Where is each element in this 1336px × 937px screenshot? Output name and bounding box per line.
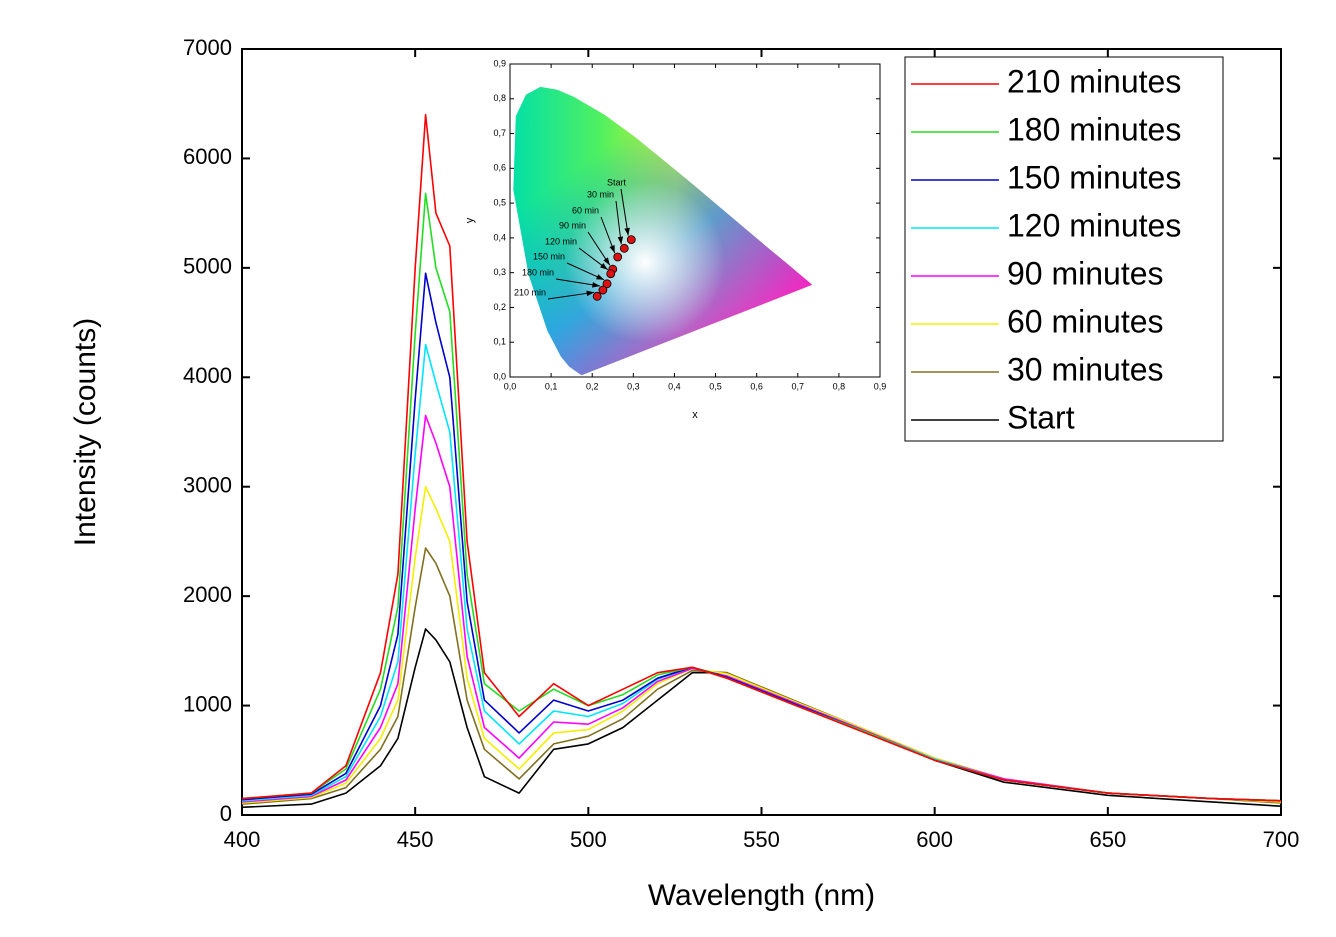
chromaticity-point — [598, 285, 608, 295]
chromaticity-point — [606, 269, 616, 279]
inset-plot: 0,0 0,1 0,2 0,3 0,4 0,5 0,6 0,7 0,8 0,9 0,0 0,1 0,2 0… — [464, 58, 886, 421]
x-tick-label: 450 — [397, 827, 434, 852]
arrow-head — [603, 257, 610, 266]
spectrum-line — [241, 343, 1282, 802]
legend-label: 210 minutes — [1007, 63, 1181, 99]
y-tick-label: 1000 — [183, 691, 232, 716]
y-tick-label: 0,6 — [493, 163, 506, 173]
x-tick-label: 0,9 — [874, 381, 887, 391]
chromaticity-point — [613, 252, 623, 262]
x-tick-label: 0,8 — [833, 381, 846, 391]
x-tick-label: 600 — [916, 827, 953, 852]
x-tick-label: 0,2 — [586, 381, 599, 391]
y-tick-label: 2000 — [183, 582, 232, 607]
y-axis-label: y — [464, 217, 476, 223]
y-tick-label: 0,1 — [493, 337, 506, 347]
spectrum-line — [241, 113, 1282, 802]
x-tick-label: 0,3 — [627, 381, 640, 391]
y-tick-label: 0,2 — [493, 302, 506, 312]
annotation-arrow — [620, 188, 629, 236]
legend-label: 90 minutes — [1007, 255, 1164, 291]
x-tick-label: 0,4 — [668, 381, 681, 391]
legend: 210 minutes 180 minutes 150 minutes 120 min… — [904, 56, 1224, 442]
x-axis-label: Wavelength (nm) — [648, 879, 875, 912]
y-tick-label: 0,3 — [493, 267, 506, 277]
legend-label: 60 minutes — [1007, 303, 1164, 339]
legend-box — [904, 56, 1224, 442]
y-tick-label: 7000 — [183, 35, 232, 60]
point-label: 120 min — [545, 236, 577, 246]
x-tick-label: 0,6 — [750, 381, 763, 391]
plot-frame — [509, 63, 881, 378]
y-tick-label: 5000 — [183, 254, 232, 279]
y-tick-label: 3000 — [183, 473, 232, 498]
point-label: 180 min — [522, 267, 554, 277]
arrow-head — [596, 274, 605, 280]
chromaticity-point — [602, 279, 612, 289]
x-tick-label: 0,0 — [504, 381, 517, 391]
legend-label: Start — [1007, 399, 1075, 435]
legend-label: 180 minutes — [1007, 111, 1181, 147]
y-tick-label: 0,5 — [493, 197, 506, 207]
chromaticity-gamut — [513, 86, 813, 376]
x-tick-label: 0,1 — [545, 381, 558, 391]
y-tick-label: 4000 — [183, 363, 232, 388]
x-tick-label: 400 — [224, 827, 261, 852]
y-tick-label: 0,0 — [493, 371, 506, 381]
spectrum-line — [241, 547, 1282, 805]
y-tick-label: 6000 — [183, 144, 232, 169]
x-axis-label: x — [692, 409, 698, 421]
point-label: 150 min — [533, 251, 565, 261]
x-tick-label: 0,7 — [792, 381, 805, 391]
arrow-head — [586, 290, 595, 297]
arrow-head — [609, 245, 615, 254]
legend-label: 150 minutes — [1007, 159, 1181, 195]
main-plot: 400 450 500 550 600 650 7000100020003000400050… — [69, 35, 1299, 912]
legend-label: 30 minutes — [1007, 351, 1164, 387]
y-tick-label: 0,8 — [493, 93, 506, 103]
arrow-head — [600, 262, 608, 270]
x-tick-label: 550 — [743, 827, 780, 852]
arrow-head — [624, 227, 630, 236]
point-label: 210 min — [514, 287, 546, 297]
y-axis-label: Intensity (counts) — [69, 318, 102, 546]
y-tick-label: 0,9 — [493, 58, 506, 68]
chromaticity-point — [619, 243, 629, 253]
chromaticity-point — [592, 291, 602, 301]
y-tick-label: 0 — [220, 801, 232, 826]
x-tick-label: 500 — [570, 827, 607, 852]
chromaticity-point — [626, 235, 636, 245]
y-tick-label: 0,7 — [493, 128, 506, 138]
x-tick-label: 700 — [1263, 827, 1300, 852]
point-label: 60 min — [572, 205, 599, 215]
y-tick-label: 0,4 — [493, 232, 506, 242]
point-label: Start — [607, 177, 627, 187]
x-tick-label: 650 — [1089, 827, 1126, 852]
point-label: 30 min — [587, 189, 614, 199]
arrow-head — [617, 236, 624, 245]
legend-label: 120 minutes — [1007, 207, 1181, 243]
x-tick-label: 0,5 — [709, 381, 722, 391]
spectrum-line — [241, 485, 1282, 804]
annotation-arrow — [547, 291, 595, 300]
arrow-head — [592, 282, 600, 288]
point-label: 90 min — [559, 220, 586, 230]
